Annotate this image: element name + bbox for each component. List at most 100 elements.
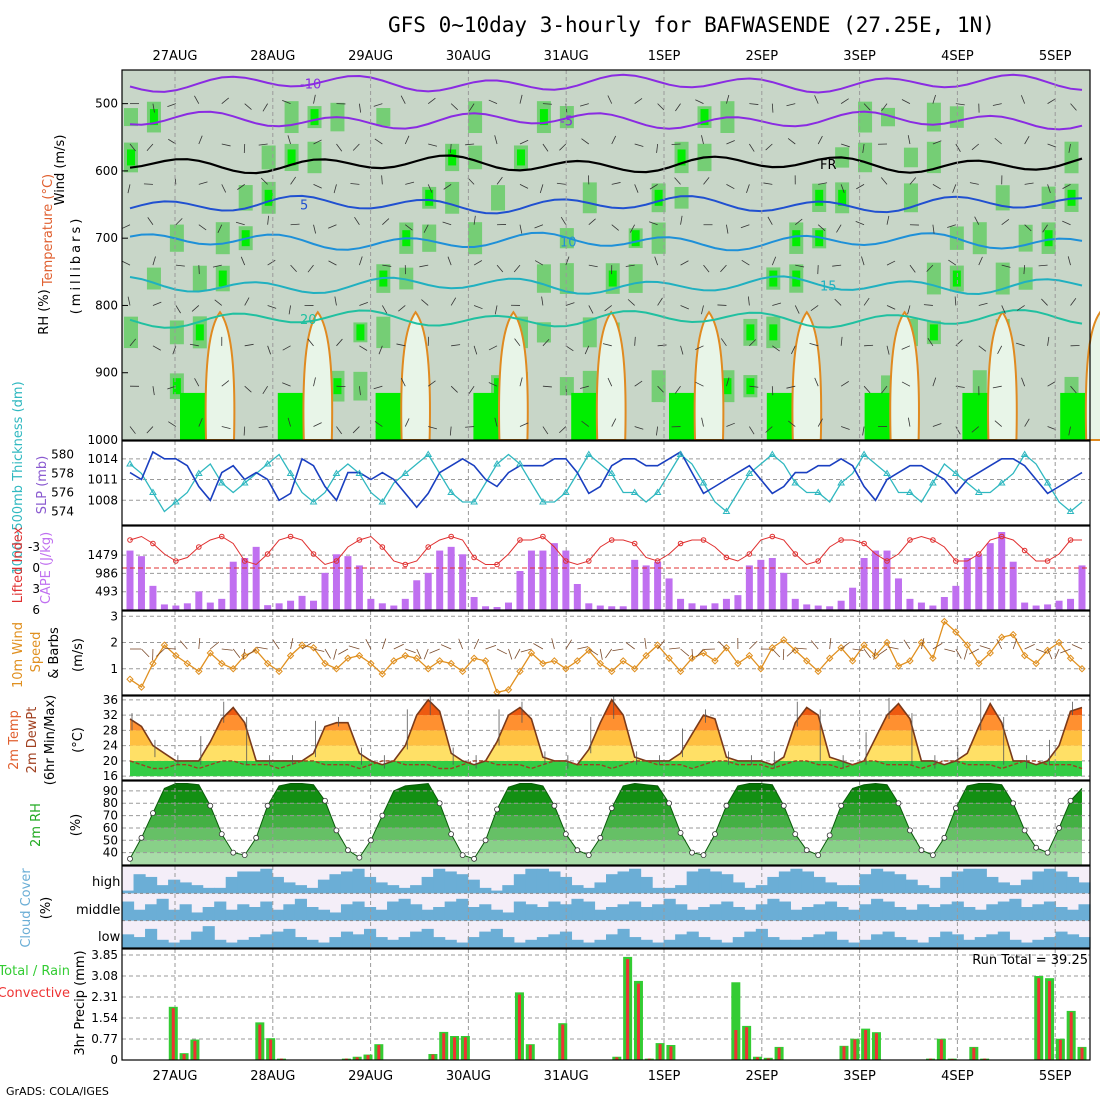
- rh-moist-cell: [536, 322, 551, 343]
- thickness-marker: [286, 469, 295, 476]
- wind-barb: [221, 184, 227, 193]
- thickness-marker: [539, 498, 547, 505]
- wind-barb: [421, 299, 429, 306]
- cape-bar: [1067, 598, 1075, 610]
- cloud-low-bar: [582, 942, 596, 948]
- wind-barb: [794, 305, 800, 314]
- wind-barb: [786, 385, 796, 389]
- cloud-middle-bar: [559, 904, 573, 921]
- thickness-marker: [332, 469, 341, 476]
- wind-barb: [772, 302, 782, 306]
- cloud-high-bar: [467, 879, 480, 894]
- thickness-marker: [607, 469, 616, 476]
- thickness-tick-label: 580: [51, 448, 74, 462]
- wind-barb: [1021, 377, 1026, 387]
- wind-barb: [467, 177, 475, 185]
- cloud-low-bar: [767, 937, 780, 948]
- cloud-low-bar: [260, 934, 273, 948]
- wind-barb: [542, 385, 552, 388]
- wind-barb: [862, 426, 865, 436]
- wind-barb: [907, 417, 911, 427]
- lifted-index-marker: [540, 533, 546, 540]
- rh-marker: [471, 855, 477, 862]
- wind-barb: [607, 95, 613, 104]
- wind-barb: [656, 143, 659, 153]
- wind-barb: [1070, 385, 1077, 394]
- wind-speed-marker: [929, 654, 937, 662]
- cloud-low-bar: [548, 934, 561, 948]
- cloud-high-bar: [663, 887, 676, 894]
- wind-speed-marker: [160, 641, 169, 649]
- wind-barb: [680, 215, 683, 225]
- cloud-middle-bar: [237, 904, 250, 921]
- rh-saturated-cell: [287, 149, 296, 166]
- credit-label: GrADS: COLA/IGES: [6, 1085, 109, 1098]
- wind-barb: [287, 417, 291, 427]
- cloud-high-bar: [582, 887, 596, 894]
- rh-moist-cell: [192, 265, 207, 292]
- wind-barb: [354, 216, 360, 225]
- wind-barb: [657, 103, 665, 111]
- cloud-low-bar: [997, 931, 1010, 948]
- cloud-cover-labels: Cloud Cover (%) high middle low: [19, 868, 121, 948]
- wind-barb: [214, 299, 223, 306]
- lifted-index-marker: [746, 551, 753, 557]
- convective-plume: [693, 310, 725, 441]
- wind-barb: [1024, 418, 1030, 427]
- cape-bar: [562, 550, 570, 610]
- cape-bar: [963, 558, 971, 610]
- rh-marker: [907, 827, 913, 834]
- rh-marker: [723, 802, 730, 809]
- cape-bar: [183, 603, 191, 610]
- rh-marker: [895, 800, 902, 807]
- wind-barb: [948, 259, 957, 266]
- wind-barb: [333, 184, 337, 194]
- wind-10m-barb: [996, 638, 1003, 650]
- top-date-label: 31AUG: [544, 49, 589, 64]
- wind-10m-barb: [625, 642, 635, 650]
- cloud-middle-bar: [836, 907, 849, 921]
- wind-barb: [765, 143, 773, 151]
- cloud-low-bar: [986, 934, 999, 948]
- rh-marker: [929, 852, 936, 859]
- wind-barb: [763, 182, 773, 185]
- rh-2m-label: 2m RH: [29, 803, 44, 847]
- thickness-marker: [699, 479, 708, 486]
- isotherm-line: [129, 73, 1083, 94]
- thickness-marker: [355, 469, 364, 476]
- convective-plume: [889, 310, 920, 441]
- cape-bar: [665, 578, 673, 610]
- wind-barb: [909, 177, 917, 185]
- cape-bar: [1055, 600, 1063, 610]
- cape-bar: [218, 598, 226, 610]
- rh-marker: [700, 852, 707, 859]
- wind-10m-barb: [429, 648, 440, 654]
- wind-speed-marker: [768, 644, 777, 652]
- wind-barb: [978, 345, 987, 352]
- wind-10m-barb: [644, 638, 647, 650]
- rh-moist-cell: [1018, 267, 1033, 290]
- lifted-index-marker: [494, 561, 500, 568]
- cape-bar: [126, 550, 134, 610]
- cloud-middle-bar: [214, 901, 227, 921]
- wind-barb: [817, 135, 823, 145]
- cloud-middle-bar: [871, 898, 884, 921]
- wind-10m-barb: [416, 648, 422, 660]
- wind-speed-marker: [447, 659, 455, 668]
- rh-moist-cell: [972, 222, 987, 255]
- wind-10m-barb: [1012, 638, 1018, 650]
- wind-barb: [701, 135, 704, 145]
- wind-barb: [152, 301, 162, 306]
- wind-barb: [290, 223, 300, 226]
- rh-moist-cell: [1018, 224, 1033, 252]
- wind-barb: [1047, 143, 1057, 148]
- wind-barb: [680, 345, 684, 355]
- top-date-label: 4SEP: [941, 49, 974, 64]
- wind-barb: [581, 420, 590, 427]
- cloud-high-label: high: [92, 875, 120, 890]
- cloud-cover-label: Cloud Cover: [19, 868, 34, 948]
- wind-speed-marker: [814, 667, 822, 676]
- cloud-low-bar: [663, 939, 676, 948]
- cloud-low-bar: [225, 942, 238, 948]
- slp-tick-label: 1008: [87, 493, 118, 507]
